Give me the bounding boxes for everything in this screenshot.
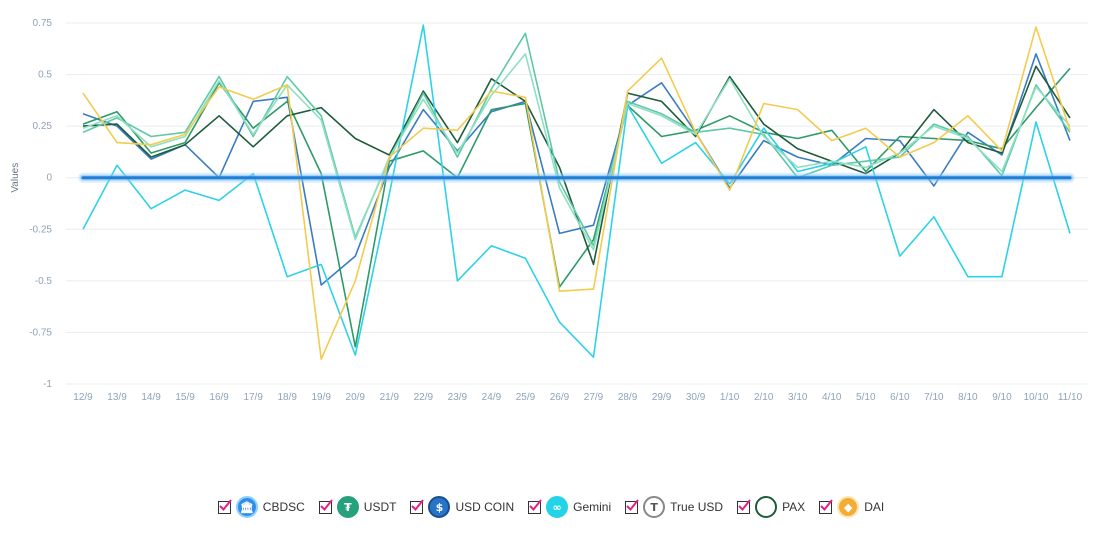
x-tick-label: 15/9 bbox=[175, 392, 195, 403]
usdc-coin-icon: $ bbox=[428, 496, 451, 518]
line-chart: 0.75 0.5 0.25 0 -0.25 -0.5 -0.75 -1 12/9 13/9 14/… bbox=[10, 18, 1088, 403]
y-tick-label: -1 bbox=[43, 379, 52, 390]
checkbox-checked-icon[interactable] bbox=[819, 498, 833, 514]
x-tick-label: 26/9 bbox=[550, 392, 570, 403]
x-tick-label: 28/9 bbox=[618, 392, 638, 403]
series-line-cbdsc[interactable] bbox=[82, 53, 1071, 286]
x-tick-label: 8/10 bbox=[958, 392, 978, 403]
y-tick-label: -0.5 bbox=[35, 276, 53, 287]
x-tick-label: 14/9 bbox=[141, 392, 161, 403]
legend-item-pax[interactable]: PAX bbox=[737, 496, 805, 518]
x-tick-label: 20/9 bbox=[346, 392, 366, 403]
gemini-coin-icon: ∞ bbox=[546, 496, 569, 518]
legend-label: PAX bbox=[782, 500, 806, 514]
x-tick-label: 10/10 bbox=[1023, 392, 1048, 403]
x-tick-label: 22/9 bbox=[414, 392, 434, 403]
x-tick-label: 30/9 bbox=[686, 392, 706, 403]
x-tick-label: 2/10 bbox=[754, 392, 774, 403]
x-tick-label: 27/9 bbox=[584, 392, 604, 403]
series-line-dai[interactable] bbox=[82, 26, 1071, 361]
y-tick-label: -0.25 bbox=[29, 224, 52, 235]
x-tick-label: 12/9 bbox=[73, 392, 93, 403]
trueusd-coin-icon: T bbox=[643, 496, 666, 518]
x-tick-label: 24/9 bbox=[482, 392, 502, 403]
x-tick-label: 3/10 bbox=[788, 392, 808, 403]
checkbox-checked-icon[interactable] bbox=[737, 498, 751, 514]
legend-item-dai[interactable]: ◆ DAI bbox=[819, 496, 884, 518]
cbdsc-coin-icon: 🏛 bbox=[235, 496, 258, 518]
y-tick-labels: 0.75 0.5 0.25 0 -0.25 -0.5 -0.75 -1 bbox=[29, 18, 52, 390]
x-tick-label: 16/9 bbox=[209, 392, 229, 403]
x-tick-label: 9/10 bbox=[992, 392, 1012, 403]
checkbox-checked-icon[interactable] bbox=[625, 498, 639, 514]
x-tick-label: 7/10 bbox=[924, 392, 944, 403]
checkbox-checked-icon[interactable] bbox=[410, 498, 425, 514]
checkbox-checked-icon[interactable] bbox=[528, 498, 542, 514]
legend: 🏛 CBDSC ₮ USDT $ USD COIN ∞ Gemini T True USD PAX ◆… bbox=[0, 493, 1102, 521]
series-line-true-usd[interactable] bbox=[82, 32, 1071, 247]
y-axis-label: Values bbox=[10, 163, 21, 193]
x-tick-label: 11/10 bbox=[1058, 392, 1083, 403]
legend-label: DAI bbox=[864, 500, 885, 514]
legend-label: True USD bbox=[670, 500, 724, 514]
series-line-pax[interactable] bbox=[82, 53, 1071, 251]
series-line-usd-coin[interactable] bbox=[82, 65, 1071, 266]
pax-coin-icon bbox=[755, 496, 778, 518]
series-lines bbox=[82, 24, 1071, 361]
x-tick-labels: 12/9 13/9 14/9 15/9 16/9 17/9 18/9 19/9 20/9 21/9… bbox=[73, 392, 1082, 403]
x-tick-label: 25/9 bbox=[516, 392, 536, 403]
y-tick-label: -0.75 bbox=[29, 327, 52, 338]
y-tick-label: 0 bbox=[46, 173, 52, 184]
checkbox-checked-icon[interactable] bbox=[318, 498, 333, 514]
legend-label: USDT bbox=[363, 500, 397, 514]
x-tick-label: 17/9 bbox=[243, 392, 263, 403]
legend-item-usdt[interactable]: ₮ USDT bbox=[318, 496, 397, 518]
checkbox-checked-icon[interactable] bbox=[217, 498, 232, 514]
y-tick-label: 0.75 bbox=[33, 18, 53, 29]
x-tick-label: 29/9 bbox=[652, 392, 672, 403]
x-tick-label: 19/9 bbox=[312, 392, 332, 403]
legend-item-usd-coin[interactable]: $ USD COIN bbox=[410, 496, 514, 518]
x-tick-label: 6/10 bbox=[890, 392, 910, 403]
dai-coin-icon: ◆ bbox=[837, 496, 860, 518]
legend-item-gemini[interactable]: ∞ Gemini bbox=[528, 496, 611, 518]
series-line-usdt[interactable] bbox=[82, 67, 1071, 348]
x-tick-label: 21/9 bbox=[380, 392, 400, 403]
x-tick-label: 18/9 bbox=[277, 392, 297, 403]
x-tick-label: 1/10 bbox=[720, 392, 740, 403]
legend-item-cbdsc[interactable]: 🏛 CBDSC bbox=[217, 496, 305, 518]
y-tick-label: 0.5 bbox=[38, 70, 52, 81]
x-tick-label: 5/10 bbox=[856, 392, 876, 403]
legend-label: USD COIN bbox=[455, 500, 515, 514]
x-tick-label: 23/9 bbox=[448, 392, 468, 403]
tether-coin-icon: ₮ bbox=[336, 496, 359, 518]
x-tick-label: 13/9 bbox=[107, 392, 127, 403]
x-tick-label: 4/10 bbox=[822, 392, 842, 403]
legend-item-true-usd[interactable]: T True USD bbox=[625, 496, 723, 518]
legend-label: Gemini bbox=[573, 500, 612, 514]
legend-label: CBDSC bbox=[262, 500, 305, 514]
y-tick-label: 0.25 bbox=[33, 121, 53, 132]
